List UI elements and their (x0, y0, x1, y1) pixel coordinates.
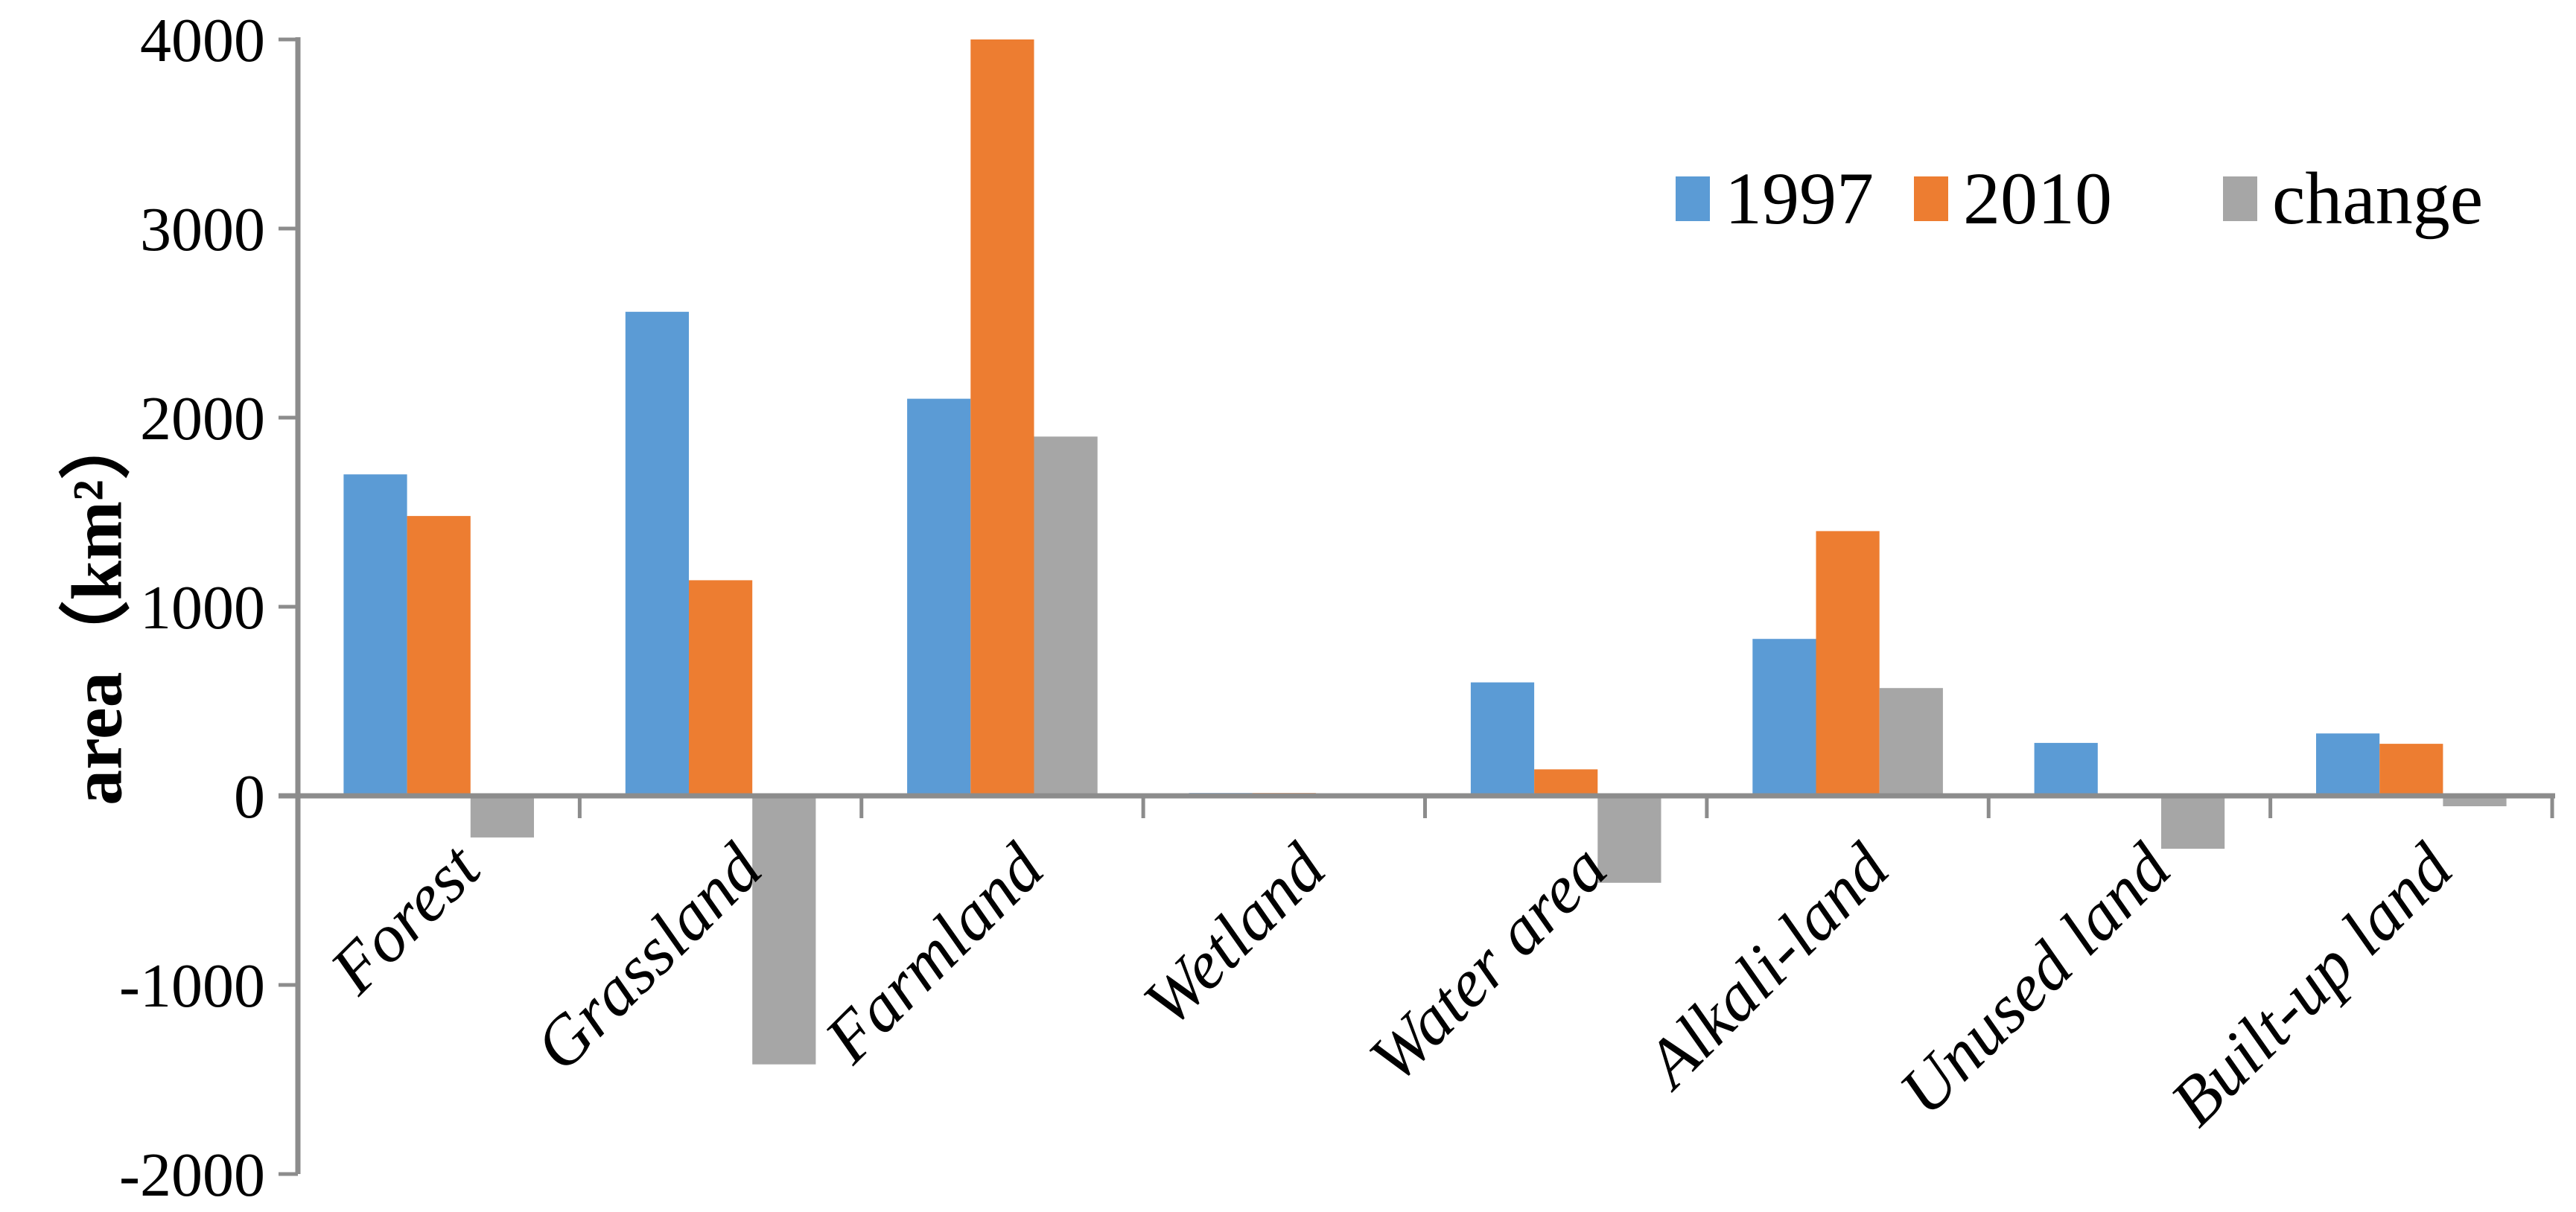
legend-label-1997: 1997 (1725, 157, 1874, 240)
y-tick-label-4000: 4000 (140, 6, 265, 75)
bar-change-forest (470, 796, 534, 838)
legend-label-2010: 2010 (1963, 157, 2112, 240)
category-label-grassland: Grassland (520, 829, 776, 1085)
axes: 4000 3000 2000 1000 0 -1000 -2000 Forest Grassla… (119, 6, 2555, 1210)
category-label-water-area: Water area (1355, 829, 1621, 1096)
bar-change-water-area (1597, 796, 1661, 883)
bar-2010-forest (407, 516, 471, 796)
legend-swatch-2010 (1914, 176, 1948, 221)
bar-1997-built-up-land (2316, 733, 2380, 796)
y-tick-label-3000: 3000 (140, 195, 265, 264)
bar-1997-alkali-land (1752, 639, 1816, 796)
category-label-forest: Forest (315, 828, 495, 1008)
bar-1997-unused-land (2034, 742, 2098, 796)
category-label-built-up-land: Built-up land (2156, 829, 2467, 1140)
category-label-alkali-land: Alkali-land (1628, 829, 1904, 1104)
bar-2010-water-area (1534, 769, 1598, 796)
bar-2010-built-up-land (2379, 744, 2443, 796)
y-tick-label-1000: 1000 (140, 573, 265, 642)
y-axis-title: area（km²） (57, 408, 137, 806)
legend: 1997 2010 change (1676, 157, 2483, 240)
bar-1997-grassland (625, 311, 689, 796)
legend-label-change: change (2272, 157, 2483, 240)
bar-2010-alkali-land (1816, 531, 1880, 796)
legend-swatch-change (2223, 176, 2257, 221)
bar-2010-grassland (689, 580, 753, 796)
bar-1997-forest (343, 474, 407, 796)
bar-change-unused-land (2161, 796, 2225, 849)
y-tick-label--2000: -2000 (119, 1141, 265, 1210)
category-label-farmland: Farmland (810, 829, 1058, 1077)
category-label-unused-land: Unused land (1885, 829, 2186, 1129)
bar-change-farmland (1034, 436, 1098, 796)
y-tick-label-2000: 2000 (140, 384, 265, 453)
legend-swatch-1997 (1676, 176, 1710, 221)
category-label-wetland: Wetland (1129, 829, 1341, 1040)
y-tick-label--1000: -1000 (119, 951, 265, 1021)
bar-1997-water-area (1470, 682, 1535, 796)
bar-2010-farmland (970, 39, 1034, 796)
bar-change-grassland (752, 796, 816, 1065)
y-tick-label-0: 0 (234, 762, 265, 832)
bars (343, 39, 2507, 1065)
bar-change-alkali-land (1879, 688, 1943, 796)
bar-1997-farmland (907, 398, 971, 796)
